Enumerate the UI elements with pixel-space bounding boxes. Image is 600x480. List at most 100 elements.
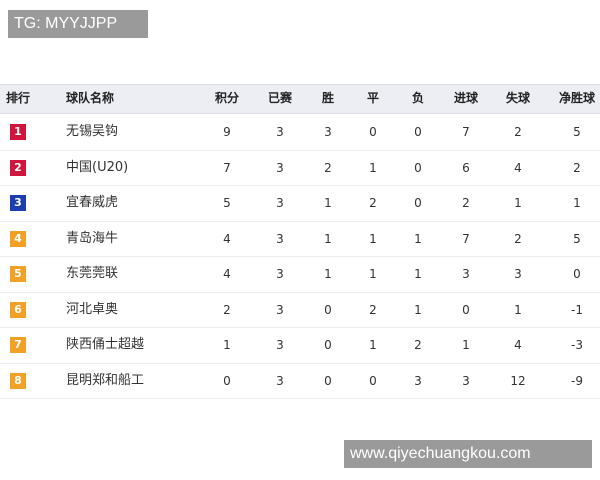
stat-cell: 3 <box>276 160 284 175</box>
stat-cell: 2 <box>514 125 522 139</box>
stat-cell: 12 <box>510 373 526 388</box>
stat-cell: 2 <box>324 160 332 175</box>
stat-cell: 1 <box>414 231 422 246</box>
stat-cell: 2 <box>514 231 522 246</box>
rank-badge: 7 <box>10 337 26 353</box>
stat-cell: 1 <box>514 196 522 210</box>
stat-cell: 7 <box>223 160 231 175</box>
column-header: 负 <box>411 91 424 105</box>
stat-cell: 3 <box>276 338 284 352</box>
row-separator <box>0 291 600 293</box>
stat-cell: 3 <box>276 196 284 210</box>
column-header: 进球 <box>453 91 478 105</box>
stat-cell: 0 <box>573 267 581 281</box>
stat-cell: 3 <box>414 373 422 388</box>
stat-cell: 3 <box>324 125 332 139</box>
row-separator <box>0 362 600 364</box>
stat-cell: 3 <box>276 373 284 388</box>
stat-cell: 1 <box>324 196 332 210</box>
team-name: 陕西俑士超越 <box>66 337 145 352</box>
column-header: 胜 <box>321 91 334 105</box>
stat-cell: 7 <box>462 125 470 139</box>
rank-badge: 4 <box>10 230 26 247</box>
stat-cell: 0 <box>369 373 377 388</box>
stat-cell: 9 <box>223 125 231 139</box>
stat-cell: 0 <box>462 302 470 317</box>
stat-cell: 3 <box>276 125 284 139</box>
stat-cell: 3 <box>462 267 470 281</box>
stat-cell: 1 <box>369 160 377 175</box>
stat-cell: -3 <box>571 338 583 352</box>
team-name: 东莞莞联 <box>66 266 119 281</box>
stat-cell: 0 <box>223 373 231 388</box>
team-name: 河北卓奥 <box>66 301 119 317</box>
stat-cell: 1 <box>514 302 522 317</box>
rank-badge: 3 <box>10 195 26 211</box>
stat-cell: 1 <box>573 196 581 210</box>
row-separator <box>0 256 600 258</box>
column-header: 失球 <box>505 91 530 105</box>
stat-cell: 3 <box>276 267 284 281</box>
stat-cell: 1 <box>414 302 422 317</box>
stat-cell: 5 <box>223 196 231 210</box>
stat-cell: 7 <box>462 231 470 246</box>
stat-cell: 4 <box>223 231 231 246</box>
stat-cell: 4 <box>223 267 231 281</box>
stat-cell: -9 <box>571 373 583 388</box>
stat-cell: 2 <box>369 196 377 210</box>
row-separator <box>0 327 600 329</box>
column-header: 平 <box>366 91 379 105</box>
rank-badge: 6 <box>10 301 26 318</box>
column-header: 已赛 <box>267 91 292 105</box>
standings-table: 排行 球队名称 积分 已赛 胜 平 负 进球 失球 净胜球 1 无锡吴钩 9 3 3 0 0 7 2 5 2 中国(U20… <box>0 84 600 400</box>
stat-cell: 2 <box>573 160 581 175</box>
stat-cell: 0 <box>324 302 332 317</box>
team-name: 中国(U20) <box>66 159 129 175</box>
team-name: 宜春威虎 <box>66 195 119 210</box>
stat-cell: 0 <box>369 125 377 139</box>
stat-cell: 5 <box>573 231 581 246</box>
stat-cell: 1 <box>324 231 332 246</box>
rank-badge: 5 <box>10 266 26 282</box>
row-separator <box>0 185 600 187</box>
stat-cell: 3 <box>514 267 522 281</box>
watermark: www.qiyechuangkou.com <box>344 440 592 468</box>
row-separator <box>0 220 600 222</box>
column-header: 净胜球 <box>558 91 595 105</box>
stat-cell: 1 <box>462 338 470 352</box>
stat-cell: 1 <box>369 267 377 281</box>
team-name: 无锡吴钩 <box>66 124 119 139</box>
stat-cell: 0 <box>324 373 332 388</box>
column-header: 排行 <box>5 91 30 105</box>
column-header: 积分 <box>214 91 239 105</box>
stat-cell: 2 <box>223 302 231 317</box>
stat-cell: 0 <box>414 125 422 139</box>
stat-cell: 5 <box>573 125 581 139</box>
row-separator <box>0 398 600 400</box>
column-header: 球队名称 <box>66 91 115 105</box>
stat-cell: 1 <box>369 338 377 352</box>
stat-cell: 6 <box>462 160 470 175</box>
stat-cell: 1 <box>369 231 377 246</box>
stat-cell: 4 <box>514 160 522 175</box>
stat-cell: 3 <box>276 231 284 246</box>
stat-cell: 2 <box>369 302 377 317</box>
stat-cell: 0 <box>324 338 332 352</box>
row-separator <box>0 149 600 151</box>
watermark: TG: MYYJJPP <box>8 10 148 38</box>
rank-badge: 1 <box>10 124 26 140</box>
stat-cell: 3 <box>276 302 284 317</box>
stat-cell: -1 <box>571 302 583 317</box>
stat-cell: 0 <box>414 160 422 175</box>
stat-cell: 1 <box>223 338 231 352</box>
stat-cell: 1 <box>324 267 332 281</box>
stat-cell: 0 <box>414 196 422 210</box>
rank-badge: 2 <box>10 159 26 176</box>
header-row <box>0 84 600 114</box>
stat-cell: 1 <box>414 267 422 281</box>
stat-cell: 2 <box>462 196 470 210</box>
stat-cell: 2 <box>414 338 422 352</box>
team-name: 青岛海牛 <box>66 230 119 246</box>
rank-badge: 8 <box>10 372 26 389</box>
